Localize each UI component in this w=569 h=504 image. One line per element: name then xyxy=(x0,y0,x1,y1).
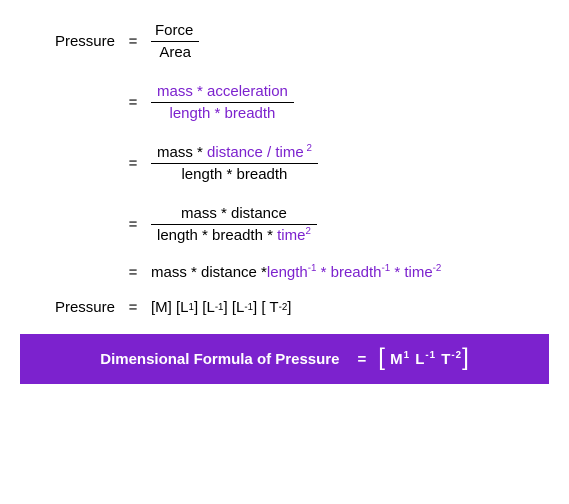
step-6: Pressure = [M] [L1 ] [L-1 ] [L-1 ] [ T -… xyxy=(20,299,549,316)
rhs-5: mass * distance * length-1 * breadth-1 *… xyxy=(151,264,549,281)
denominator: length * breadth xyxy=(151,103,294,124)
lhs-pressure: Pressure xyxy=(20,299,123,316)
equals: = xyxy=(123,216,151,233)
denominator: length * breadth * time2 xyxy=(151,225,317,246)
equals: = xyxy=(123,264,151,281)
equals: = xyxy=(123,299,151,316)
result-dims: M1 L-1 T-2 xyxy=(385,351,462,368)
step-4: = mass * distance length * breadth * tim… xyxy=(20,203,549,246)
numerator: mass * distance / time 2 xyxy=(151,142,318,164)
result-label: Dimensional Formula of Pressure xyxy=(100,351,339,368)
rhs-4: mass * distance length * breadth * time2 xyxy=(151,203,549,246)
denominator: length * breadth xyxy=(151,164,318,185)
rhs-2: mass * acceleration length * breadth xyxy=(151,81,549,124)
denominator: Area xyxy=(151,42,199,63)
rhs-1: Force Area xyxy=(151,20,549,63)
numerator: mass * distance xyxy=(151,203,317,225)
numerator: mass * acceleration xyxy=(151,81,294,103)
equals: = xyxy=(357,351,366,368)
rhs-3: mass * distance / time 2 length * breadt… xyxy=(151,142,549,185)
equals: = xyxy=(123,33,151,50)
equals: = xyxy=(123,94,151,111)
bracket-open: [ xyxy=(378,348,385,370)
step-2: = mass * acceleration length * breadth xyxy=(20,81,549,124)
numerator: Force xyxy=(151,20,199,42)
step-3: = mass * distance / time 2 length * brea… xyxy=(20,142,549,185)
bracket-close: ] xyxy=(462,348,469,370)
step-1: Pressure = Force Area xyxy=(20,20,549,63)
equals: = xyxy=(123,155,151,172)
step-5: = mass * distance * length-1 * breadth-1… xyxy=(20,264,549,281)
rhs-6: [M] [L1 ] [L-1 ] [L-1 ] [ T -2 ] xyxy=(151,299,549,316)
lhs-pressure: Pressure xyxy=(20,33,123,50)
result-box: Dimensional Formula of Pressure = [ M1 L… xyxy=(20,334,549,384)
